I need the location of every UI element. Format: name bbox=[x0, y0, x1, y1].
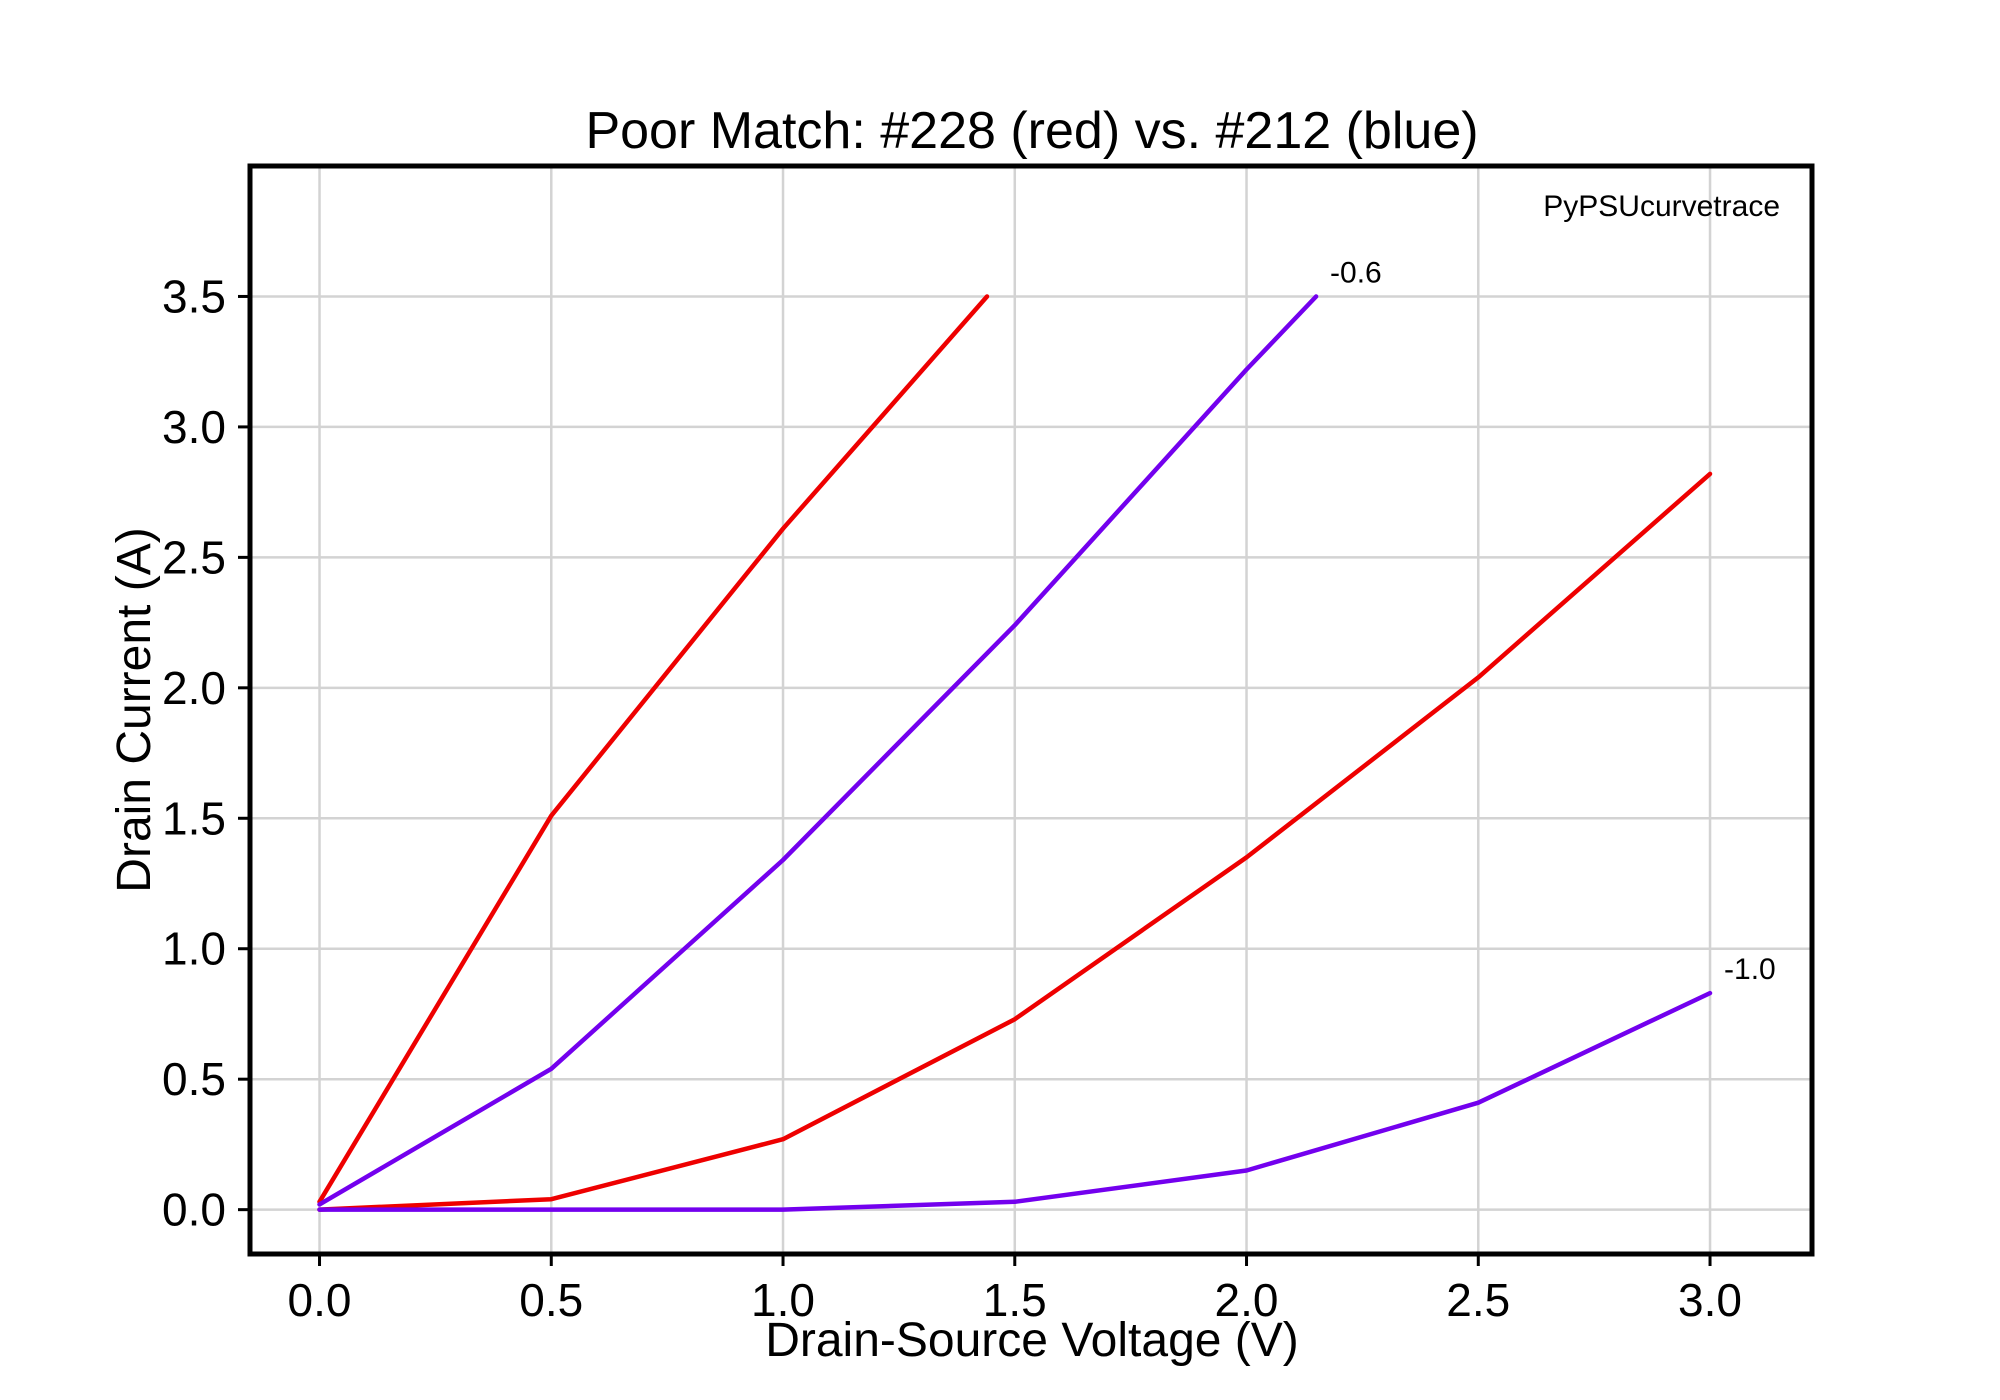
curve-annotations: -0.6 -1.0 bbox=[1330, 256, 1776, 986]
y-tick-label: 2.0 bbox=[162, 662, 226, 714]
y-tick-label: 1.0 bbox=[162, 923, 226, 975]
series-line-blue-4 bbox=[317, 990, 1713, 1212]
watermark-label: PyPSUcurvetrace bbox=[1543, 190, 1780, 223]
y-tick-label: 3.5 bbox=[162, 270, 226, 322]
y-tick-label: 3.0 bbox=[162, 401, 226, 453]
y-tick-label: 1.5 bbox=[162, 792, 226, 844]
x-tick-label: 2.0 bbox=[1215, 1274, 1279, 1326]
y-tick-label: 0.5 bbox=[162, 1053, 226, 1105]
series-line-red-3 bbox=[317, 471, 1713, 1212]
series-line-red-1 bbox=[317, 294, 990, 1205]
x-tick-label: 0.0 bbox=[288, 1274, 352, 1326]
axis-ticks: 0.0 0.5 1.0 1.5 2.0 2.5 3.0 0.0 0.5 1.0 1.5 2.0 2.5 3… bbox=[162, 270, 1742, 1326]
series-layer bbox=[317, 294, 1713, 1212]
x-tick-label: 2.5 bbox=[1446, 1274, 1510, 1326]
y-tick-label: 0.0 bbox=[162, 1184, 226, 1236]
x-tick-label: 1.5 bbox=[983, 1274, 1047, 1326]
x-tick-label: 3.0 bbox=[1678, 1274, 1742, 1326]
chart-title: Poor Match: #228 (red) vs. #212 (blue) bbox=[585, 102, 1478, 160]
curve-annotation: -0.6 bbox=[1330, 256, 1382, 289]
curve-annotation: -1.0 bbox=[1724, 953, 1776, 986]
x-tick-label: 0.5 bbox=[519, 1274, 583, 1326]
x-axis-label: Drain-Source Voltage (V) bbox=[765, 1314, 1299, 1367]
plot-frame bbox=[247, 163, 1815, 1257]
y-axis-label: Drain Current (A) bbox=[108, 527, 161, 892]
x-tick-label: 1.0 bbox=[751, 1274, 815, 1326]
series-line-blue-2 bbox=[317, 294, 1319, 1207]
y-tick-label: 2.5 bbox=[162, 531, 226, 583]
grid bbox=[250, 166, 1812, 1254]
